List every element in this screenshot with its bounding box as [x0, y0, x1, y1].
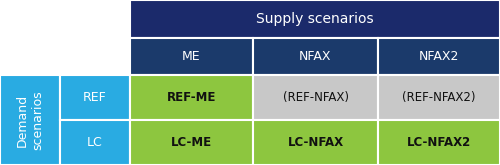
Text: NFAX2: NFAX2	[419, 50, 459, 63]
Text: REF: REF	[83, 91, 107, 104]
Text: LC: LC	[87, 136, 103, 149]
Text: (REF-NFAX): (REF-NFAX)	[282, 91, 348, 104]
Bar	[253, 75, 378, 120]
Bar	[60, 75, 130, 120]
Bar	[130, 0, 500, 38]
Text: Supply scenarios: Supply scenarios	[256, 12, 374, 26]
Text: NFAX: NFAX	[299, 50, 332, 63]
Text: LC-NFAX2: LC-NFAX2	[407, 136, 471, 149]
Bar	[378, 120, 500, 165]
Text: Demand
scenarios: Demand scenarios	[16, 90, 44, 150]
Bar	[0, 75, 60, 165]
Bar	[130, 75, 253, 120]
Bar	[253, 38, 378, 75]
Text: REF-ME: REF-ME	[167, 91, 216, 104]
Bar	[130, 120, 253, 165]
Bar	[378, 75, 500, 120]
Bar	[0, 0, 130, 75]
Bar	[378, 38, 500, 75]
Text: LC-NFAX: LC-NFAX	[288, 136, 344, 149]
Bar	[60, 120, 130, 165]
Text: LC-ME: LC-ME	[171, 136, 212, 149]
Bar	[253, 120, 378, 165]
Text: (REF-NFAX2): (REF-NFAX2)	[402, 91, 476, 104]
Text: ME: ME	[182, 50, 201, 63]
Bar	[130, 38, 253, 75]
